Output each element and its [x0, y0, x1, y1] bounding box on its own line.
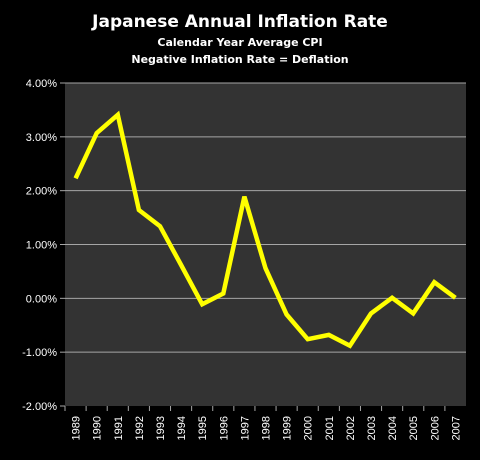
x-tick-label: 2006	[429, 416, 441, 440]
chart-subtitle-2: Negative Inflation Rate = Deflation	[131, 53, 348, 66]
x-tick-label: 1997	[239, 416, 251, 440]
x-tick-label: 2004	[387, 416, 399, 440]
x-tick-label: 2003	[366, 416, 378, 440]
x-tick-label: 2001	[324, 416, 336, 440]
x-tick-label: 1994	[176, 416, 188, 440]
x-tick-label: 1995	[197, 416, 209, 440]
x-tick-label: 2002	[345, 416, 357, 440]
y-tick-label: 0.00%	[26, 293, 57, 305]
x-tick-label: 2000	[303, 416, 315, 440]
x-tick-label: 1990	[92, 416, 104, 440]
chart-title: Japanese Annual Inflation Rate	[91, 12, 388, 32]
x-tick-label: 1996	[218, 416, 230, 440]
y-tick-label: 1.00%	[26, 240, 57, 252]
x-tick-label: 1998	[261, 416, 273, 440]
y-tick-label: -1.00%	[22, 347, 57, 359]
x-tick-label: 1989	[71, 416, 83, 440]
x-tick-label: 1993	[155, 416, 167, 440]
chart-subtitle-1: Calendar Year Average CPI	[157, 36, 322, 49]
x-tick-label: 1991	[113, 416, 125, 440]
y-axis-ticks: -2.00% -1.00% 0.00% 1.00% 2.00% 3.00% 4.00%	[22, 78, 65, 413]
y-tick-label: 2.00%	[26, 186, 57, 198]
y-tick-label: 4.00%	[26, 78, 57, 90]
x-tick-label: 1999	[282, 416, 294, 440]
x-tick-label: 2005	[408, 416, 420, 440]
y-tick-label: -2.00%	[22, 401, 57, 413]
y-tick-label: 3.00%	[26, 132, 57, 144]
gridlines	[65, 82, 466, 353]
x-tick-label: 1992	[134, 416, 146, 440]
x-tick-label: 2007	[450, 416, 462, 440]
series-layer	[73, 110, 457, 349]
x-axis-ticks: 1989 1990 1991 1992 1993 1994 1995 1996 1997 1998…	[64, 406, 462, 440]
